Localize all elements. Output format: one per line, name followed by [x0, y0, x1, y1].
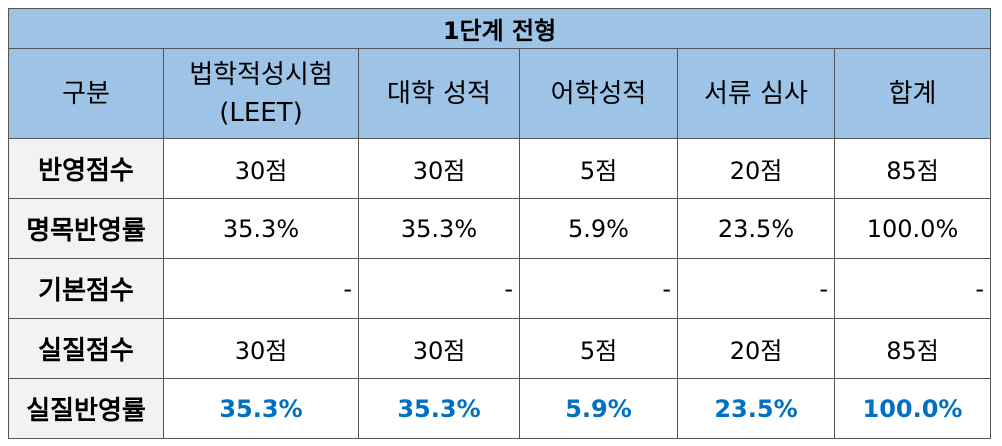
cell: 5.9%: [519, 198, 678, 259]
cell: 23.5%: [677, 198, 835, 259]
cell: -: [677, 258, 835, 319]
cell: 85점: [834, 138, 991, 199]
cell: 30점: [163, 138, 359, 199]
column-header-line: (LEET): [219, 97, 303, 128]
column-header: 구분: [8, 48, 164, 139]
cell: -: [834, 258, 991, 319]
cell: 20점: [677, 138, 835, 199]
cell: 35.3%: [358, 378, 520, 439]
cell: 23.5%: [677, 378, 835, 439]
cell: 30점: [358, 138, 520, 199]
cell: 35.3%: [163, 198, 359, 259]
row-label: 실질점수: [8, 318, 164, 379]
cell: 30점: [358, 318, 520, 379]
data-row: 실질반영률 35.3% 35.3% 5.9% 23.5% 100.0%: [8, 378, 991, 439]
row-label: 반영점수: [8, 138, 164, 199]
column-header: 합계: [834, 48, 991, 139]
title-row: 1단계 전형: [8, 8, 991, 49]
data-row: 반영점수 30점 30점 5점 20점 85점: [8, 138, 991, 199]
row-label: 명목반영률: [8, 198, 164, 259]
column-header-line: 합계: [888, 78, 937, 109]
data-row: 실질점수 30점 30점 5점 20점 85점: [8, 318, 991, 379]
column-header-line: 구분: [62, 78, 110, 109]
column-header-line: 서류 심사: [704, 78, 808, 109]
data-row: 명목반영률 35.3% 35.3% 5.9% 23.5% 100.0%: [8, 198, 991, 259]
cell: 5점: [519, 318, 678, 379]
column-header: 법학적성시험 (LEET): [163, 48, 359, 139]
column-header-line: 대학 성적: [387, 78, 491, 109]
cell: -: [358, 258, 520, 319]
table-title: 1단계 전형: [8, 8, 991, 49]
cell: 100.0%: [834, 378, 991, 439]
header-row: 구분 법학적성시험 (LEET) 대학 성적 어학성적 서류 심사 합계: [8, 48, 991, 139]
cell: 100.0%: [834, 198, 991, 259]
row-label: 기본점수: [8, 258, 164, 319]
cell: -: [519, 258, 678, 319]
cell: 5.9%: [519, 378, 678, 439]
cell: 20점: [677, 318, 835, 379]
column-header-line: 어학성적: [550, 78, 647, 109]
cell: 85점: [834, 318, 991, 379]
row-label: 실질반영률: [8, 378, 164, 439]
column-header: 어학성적: [519, 48, 678, 139]
cell: 30점: [163, 318, 359, 379]
cell: 5점: [519, 138, 678, 199]
cell: 35.3%: [163, 378, 359, 439]
column-header: 대학 성적: [358, 48, 520, 139]
cell: -: [163, 258, 359, 319]
cell: 35.3%: [358, 198, 520, 259]
data-row: 기본점수 - - - - -: [8, 258, 991, 319]
column-header: 서류 심사: [677, 48, 835, 139]
column-header-line: 법학적성시험: [189, 59, 333, 90]
